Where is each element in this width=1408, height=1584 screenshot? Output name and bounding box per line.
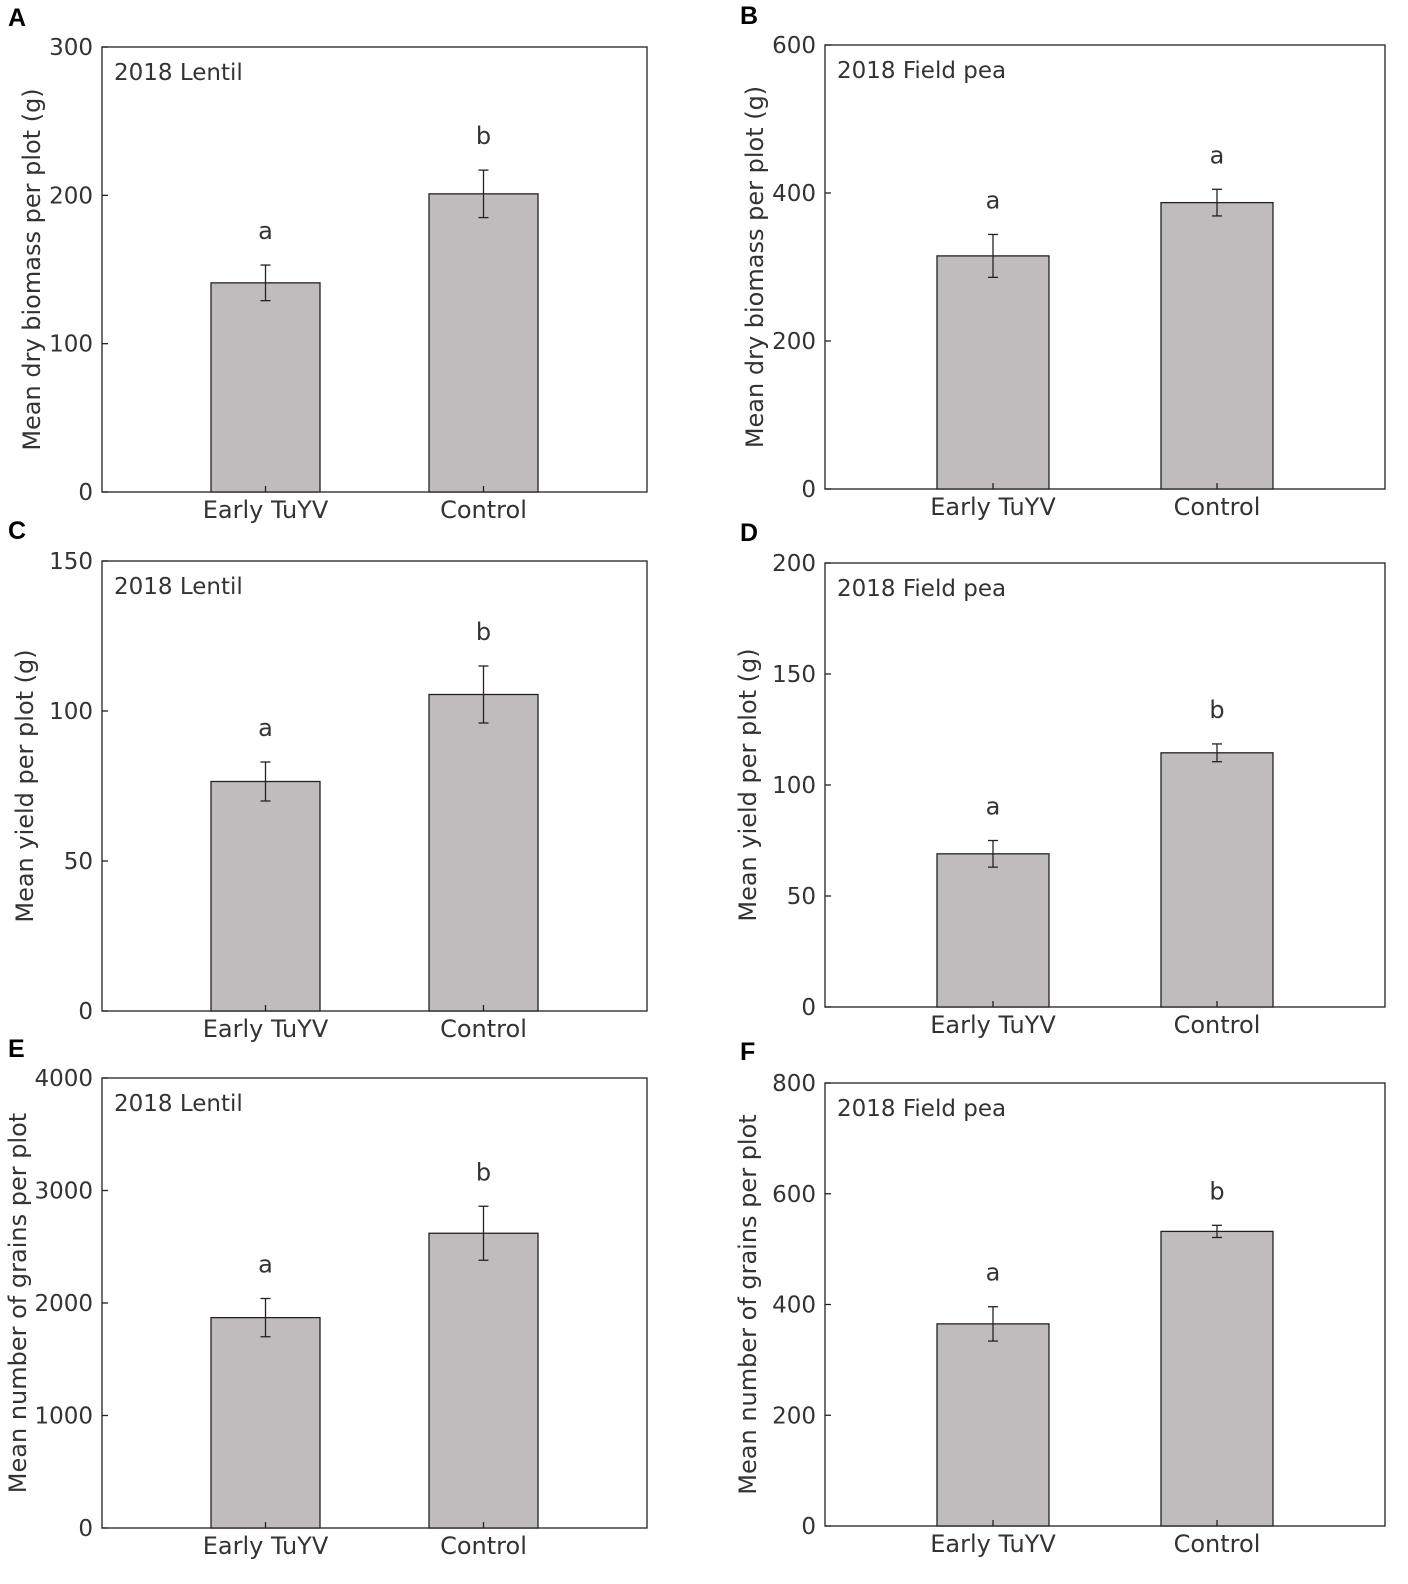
y-tick-label: 3000 <box>34 1179 93 1205</box>
y-axis-label: Mean dry biomass per plot (g) <box>18 88 46 450</box>
panel-b: B 0 200 400 600 Mean dry biomass per plot (g)… <box>740 2 1386 521</box>
x-category-label: Early TuYV <box>930 1530 1056 1558</box>
y-axis-label: Mean number of grains per plot <box>734 1114 762 1494</box>
x-category-label: Early TuYV <box>203 496 329 524</box>
significance-letter: b <box>476 1158 491 1186</box>
plot-frame <box>824 1082 1386 1527</box>
bar-control <box>1160 201 1274 490</box>
x-category-label: Early TuYV <box>930 493 1056 521</box>
y-tick-label: 300 <box>49 35 93 61</box>
plot-frame <box>101 560 648 1012</box>
panel-d: D 0 50 100 150 200 Mean yield per plot (g) 2018… <box>734 519 1386 1039</box>
panel-c: C 0 50 100 150 Mean yield per plot (g) 2018 Le… <box>8 517 648 1043</box>
inset-title: 2018 Field pea <box>837 1096 1006 1122</box>
y-axis-label: Mean yield per plot (g) <box>11 649 39 922</box>
panel-letter: F <box>740 1038 755 1066</box>
significance-letter: a <box>986 793 1001 821</box>
significance-letter: a <box>258 217 273 245</box>
y-tick-label: 200 <box>772 551 816 577</box>
significance-letter: a <box>258 714 273 742</box>
y-tick-label: 150 <box>772 662 816 688</box>
x-category-label: Early TuYV <box>203 1532 329 1560</box>
y-tick-label: 100 <box>49 699 93 725</box>
x-category-label: Control <box>440 1532 527 1560</box>
x-category-label: Control <box>1174 1011 1261 1039</box>
significance-letter: a <box>986 186 1001 214</box>
bar-early-tuyv <box>210 780 321 1012</box>
x-category-label: Control <box>440 496 527 524</box>
y-tick-label: 0 <box>801 477 816 503</box>
x-category-label: Early TuYV <box>203 1015 329 1043</box>
y-tick-label: 200 <box>772 329 816 355</box>
y-tick-label: 400 <box>772 181 816 207</box>
plot-frame <box>101 46 648 493</box>
y-axis-label: Mean dry biomass per plot (g) <box>741 86 769 448</box>
y-tick-label: 400 <box>772 1293 816 1319</box>
y-tick-label: 600 <box>772 33 816 59</box>
bar-early-tuyv <box>936 1323 1050 1527</box>
bar-early-tuyv <box>210 282 321 493</box>
y-tick-label: 200 <box>772 1403 816 1429</box>
y-tick-label: 0 <box>801 1514 816 1540</box>
bar-control <box>428 1232 539 1529</box>
y-tick-label: 0 <box>801 995 816 1021</box>
y-tick-label: 0 <box>78 999 93 1025</box>
significance-letter: a <box>986 1259 1001 1287</box>
significance-letter: b <box>476 122 491 150</box>
panel-a: A 0 100 200 300 Mean dry biomass per plot (g)… <box>8 4 648 524</box>
inset-title: 2018 Lentil <box>114 1091 243 1117</box>
inset-title: 2018 Field pea <box>837 576 1006 602</box>
x-category-label: Early TuYV <box>930 1011 1056 1039</box>
x-category-label: Control <box>1174 1530 1261 1558</box>
panel-letter: C <box>8 517 26 545</box>
significance-letter: b <box>476 618 491 646</box>
bar-control <box>1160 752 1274 1008</box>
significance-letter: a <box>258 1251 273 1279</box>
y-tick-label: 50 <box>787 884 816 910</box>
plot-frame <box>101 1077 648 1529</box>
y-tick-label: 0 <box>78 1516 93 1542</box>
significance-letter: b <box>1209 696 1224 724</box>
y-tick-label: 4000 <box>34 1066 93 1092</box>
panel-letter: B <box>740 2 758 30</box>
bar-early-tuyv <box>936 853 1050 1008</box>
inset-title: 2018 Lentil <box>114 574 243 600</box>
y-tick-label: 600 <box>772 1182 816 1208</box>
x-category-label: Control <box>1174 493 1261 521</box>
y-axis-label: Mean number of grains per plot <box>4 1113 32 1493</box>
y-tick-label: 2000 <box>34 1291 93 1317</box>
bar-early-tuyv <box>936 255 1050 490</box>
inset-title: 2018 Field pea <box>837 58 1006 84</box>
bar-control <box>428 693 539 1012</box>
panel-letter: E <box>8 1035 25 1063</box>
y-axis-label: Mean yield per plot (g) <box>734 648 762 921</box>
x-category-label: Control <box>440 1015 527 1043</box>
significance-letter: b <box>1209 1177 1224 1205</box>
significance-letter: a <box>1210 141 1225 169</box>
plot-frame <box>824 562 1386 1008</box>
bar-control <box>428 193 539 493</box>
y-tick-label: 0 <box>78 480 93 506</box>
panel-letter: D <box>740 519 758 547</box>
y-tick-label: 150 <box>49 549 93 575</box>
plot-frame <box>824 44 1386 490</box>
y-tick-label: 800 <box>772 1071 816 1097</box>
y-tick-label: 200 <box>49 183 93 209</box>
y-tick-label: 100 <box>772 773 816 799</box>
inset-title: 2018 Lentil <box>114 60 243 86</box>
y-tick-label: 50 <box>64 849 93 875</box>
panel-letter: A <box>8 4 26 32</box>
bar-early-tuyv <box>210 1316 321 1529</box>
y-tick-label: 100 <box>49 332 93 358</box>
bar-control <box>1160 1230 1274 1527</box>
y-tick-label: 1000 <box>34 1404 93 1430</box>
panel-f: F 0 200 400 600 800 Mean number of grains per … <box>734 1038 1386 1558</box>
